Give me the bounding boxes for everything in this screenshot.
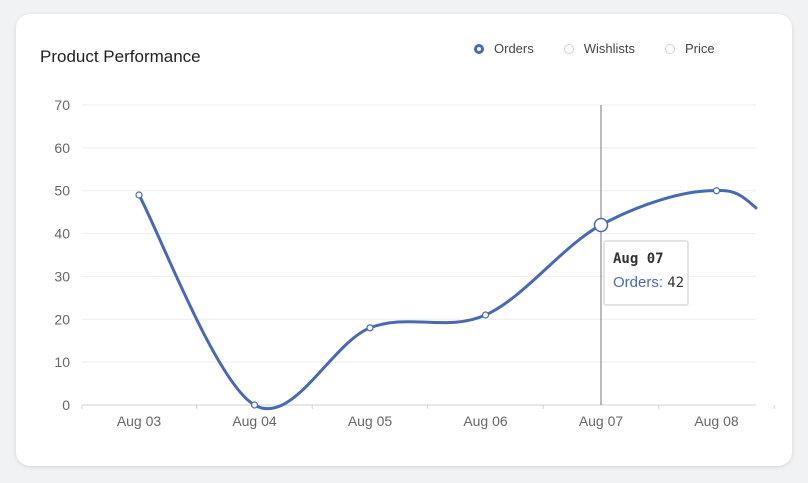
tooltip: Aug 07 Orders: 42 <box>603 240 689 306</box>
y-tick-label: 70 <box>54 97 70 113</box>
y-tick-label: 20 <box>54 311 70 327</box>
tooltip-date: Aug 07 <box>613 251 664 267</box>
y-tick-label: 30 <box>54 268 70 284</box>
data-point <box>135 191 143 199</box>
legend-label-price: Price <box>685 41 715 56</box>
x-tick-label: Aug 08 <box>694 413 739 429</box>
radio-unselected-icon[interactable] <box>563 43 574 54</box>
x-tick-label: Aug 05 <box>348 413 393 429</box>
legend-label-wishlists: Wishlists <box>583 41 636 56</box>
chart-title: Product Performance <box>40 47 201 66</box>
y-tick-label: 10 <box>54 354 70 370</box>
y-tick-label: 0 <box>62 397 70 413</box>
line-chart: 0 10 20 30 40 50 60 70 Aug 03 Aug 04 Aug 05 Aug 06 A… <box>54 97 775 429</box>
x-tick-label: Aug 07 <box>579 413 624 429</box>
data-point <box>250 401 259 409</box>
legend-item-price[interactable]: Price <box>665 41 715 56</box>
legend-item-orders[interactable]: Orders <box>474 41 534 56</box>
data-point-active <box>593 217 609 233</box>
tooltip-row: Orders: 42 <box>613 274 687 291</box>
legend-item-wishlists[interactable]: Wishlists <box>563 41 636 56</box>
y-tick-label: 40 <box>54 226 70 242</box>
tooltip-label: Orders: <box>613 274 664 291</box>
data-point <box>366 324 374 332</box>
tooltip-value: 42 <box>667 275 685 291</box>
radio-unselected-icon[interactable] <box>665 43 676 54</box>
data-point <box>712 187 721 195</box>
radio-selected-icon[interactable] <box>474 43 484 54</box>
x-tick-label: Aug 06 <box>463 413 508 429</box>
legend-label-orders: Orders <box>494 41 534 56</box>
legend: Orders Wishlists Price <box>474 41 745 56</box>
y-tick-label: 60 <box>54 140 70 156</box>
data-point <box>481 311 490 319</box>
chart-card: Product Performance Orders Wishlists Pri… <box>16 14 792 466</box>
x-tick-label: Aug 03 <box>117 413 162 429</box>
y-tick-label: 50 <box>54 183 70 199</box>
x-tick-label: Aug 04 <box>232 413 277 429</box>
series-line-orders <box>137 189 758 410</box>
